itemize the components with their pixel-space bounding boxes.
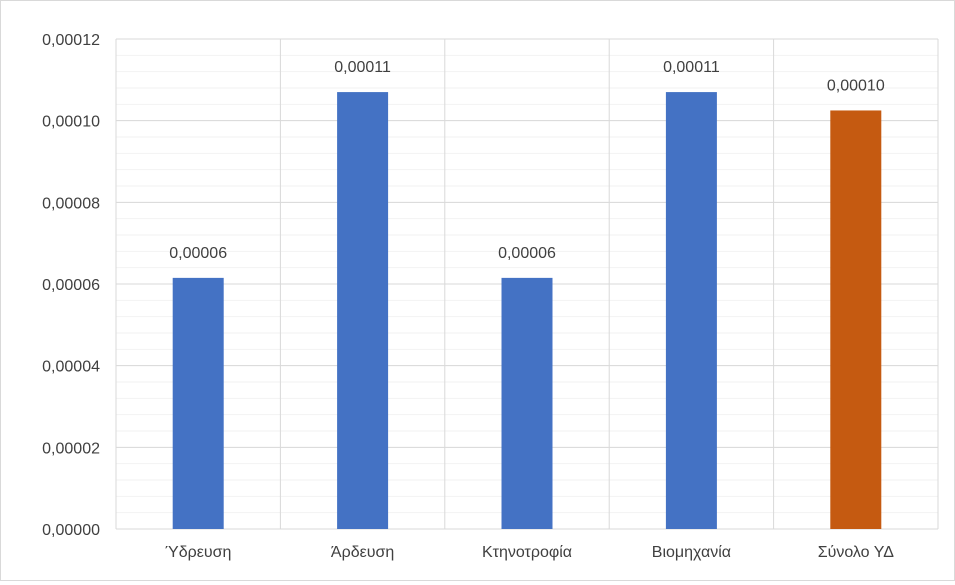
- y-tick-label: 0,00012: [42, 32, 100, 49]
- data-label: 0,00006: [169, 245, 227, 262]
- category-gridlines: [115, 39, 939, 529]
- x-tick-label: Άρδευση: [331, 544, 394, 561]
- y-axis-tick-labels: 0,00000 0,00002 0,00004 0,00006 0,00008 0,000…: [42, 32, 100, 539]
- y-tick-label: 0,00008: [42, 195, 100, 212]
- data-label: 0,00006: [498, 245, 556, 262]
- bar: [830, 110, 882, 529]
- bar: [501, 277, 553, 529]
- data-label: 0,00010: [827, 77, 885, 94]
- data-labels: 0,00006 0,00011 0,00006 0,00011 0,00010: [169, 59, 885, 262]
- bar: [665, 92, 717, 529]
- data-label: 0,00011: [334, 59, 391, 76]
- y-tick-label: 0,00004: [42, 359, 100, 376]
- y-tick-label: 0,00000: [42, 522, 100, 539]
- y-tick-label: 0,00006: [42, 277, 100, 294]
- y-tick-label: 0,00010: [42, 114, 100, 131]
- bar: [337, 92, 389, 529]
- x-tick-label: Κτηνοτροφία: [482, 544, 572, 561]
- x-axis-tick-labels: Ύδρευση Άρδευση Κτηνοτροφία Βιομηχανία Σύνολ…: [165, 544, 894, 561]
- x-tick-label: Ύδρευση: [165, 544, 231, 561]
- x-tick-label: Σύνολο ΥΔ: [818, 544, 895, 561]
- x-tick-label: Βιομηχανία: [652, 544, 731, 561]
- data-label: 0,00011: [663, 59, 720, 76]
- y-tick-label: 0,00002: [42, 440, 100, 457]
- bars: [172, 92, 882, 529]
- bar: [172, 277, 224, 529]
